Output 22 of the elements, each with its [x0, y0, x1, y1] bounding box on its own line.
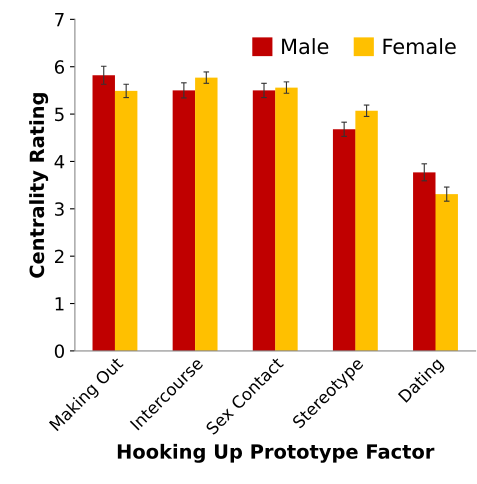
- x-axis-title: Hooking Up Prototype Factor: [118, 444, 434, 463]
- bar: [436, 194, 458, 351]
- y-tick-label: 6: [54, 60, 64, 74]
- bar: [355, 110, 378, 351]
- bar: [114, 90, 138, 351]
- legend-label: Male: [282, 38, 328, 54]
- bar: [332, 129, 356, 351]
- bar: [252, 90, 276, 351]
- bar: [413, 172, 436, 351]
- bar: [92, 75, 115, 351]
- y-tick-label: 7: [55, 13, 64, 26]
- bar: [195, 78, 218, 351]
- y-tick-label: 1: [56, 297, 64, 310]
- bar: [172, 90, 196, 351]
- y-tick-label: 5: [55, 108, 64, 122]
- y-tick-label: 3: [55, 202, 64, 216]
- y-axis-title: Centrality Rating: [29, 93, 48, 278]
- y-tick-label: 0: [54, 344, 64, 358]
- legend-label: Female: [384, 38, 456, 54]
- y-tick-label: 4: [54, 155, 64, 168]
- y-tick-label: 2: [55, 250, 64, 264]
- bar: [275, 88, 298, 351]
